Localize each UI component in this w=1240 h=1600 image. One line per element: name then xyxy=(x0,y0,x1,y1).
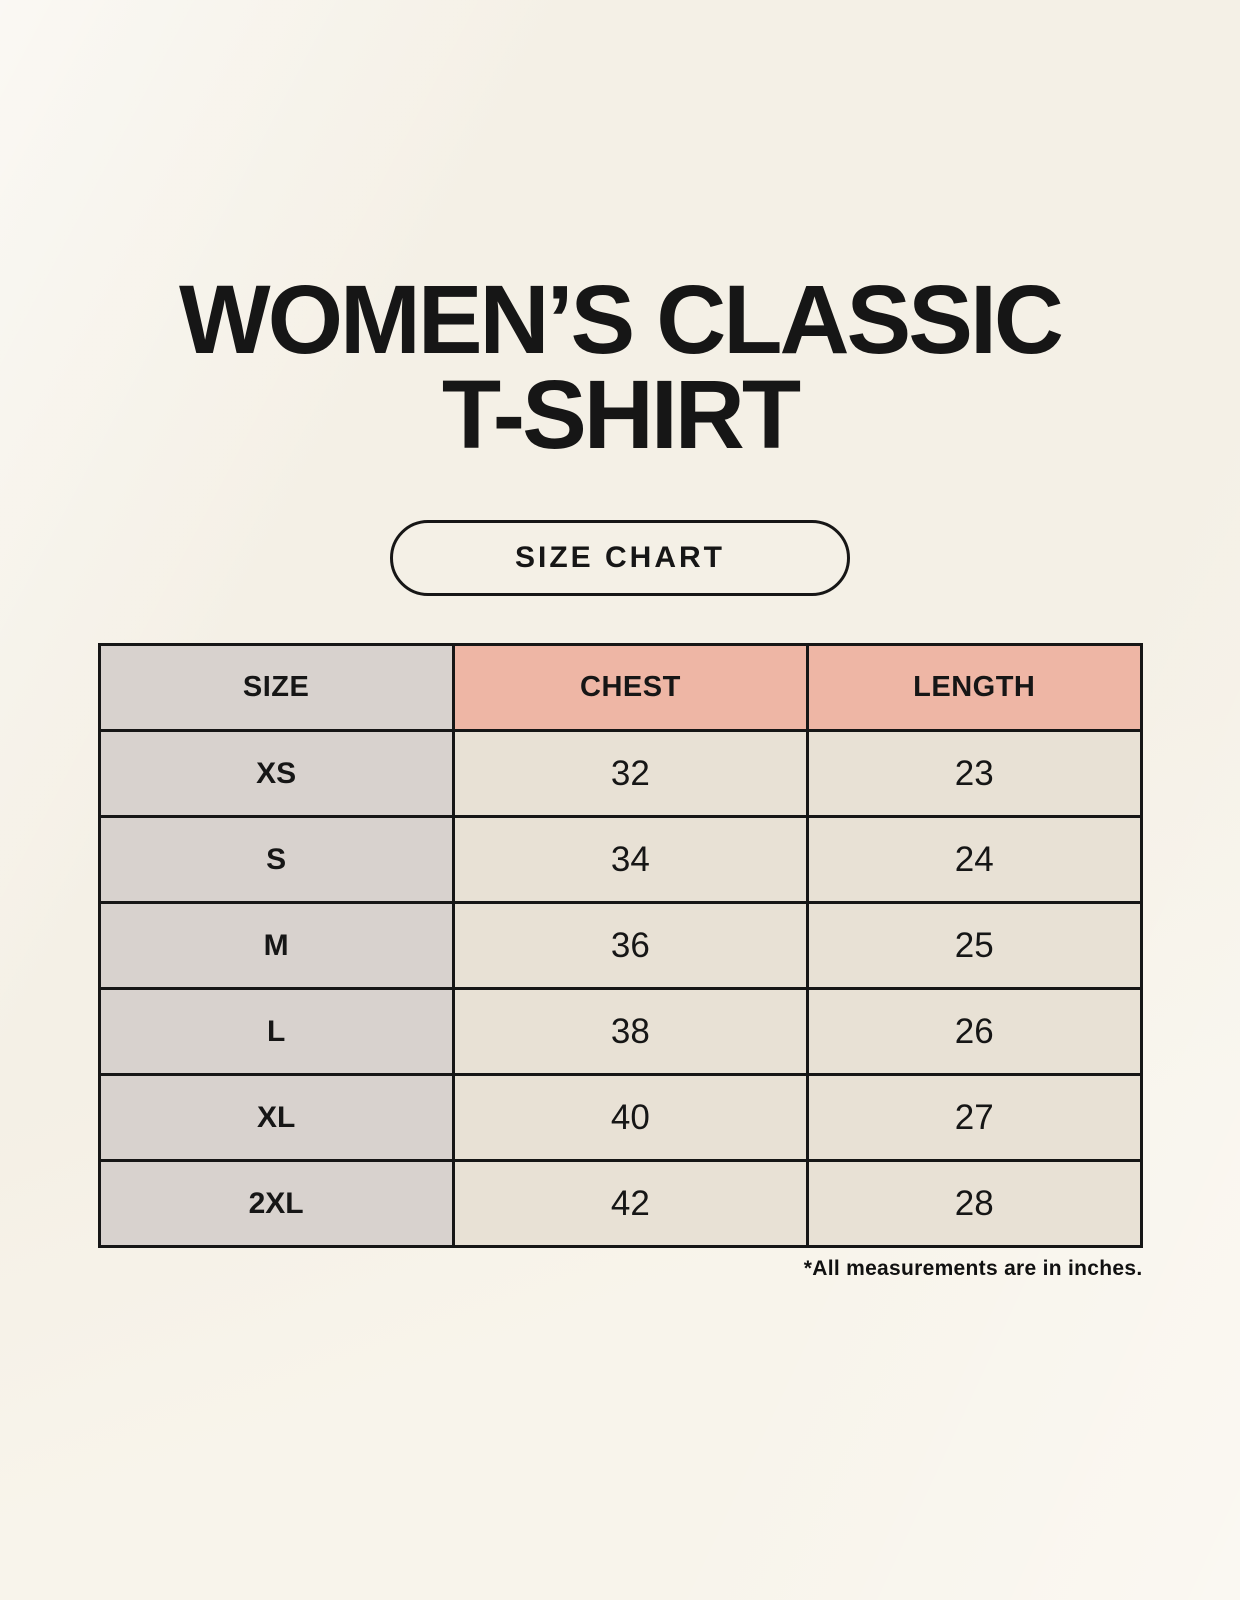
size-label-cell: 2XL xyxy=(97,1159,455,1249)
size-label-cell: L xyxy=(97,987,455,1077)
chest-value-cell: 32 xyxy=(451,729,810,819)
size-chart-table: SIZE CHEST LENGTH XS 32 23 S 34 24 M 36 … xyxy=(97,643,1143,1249)
header-cell-length: LENGTH xyxy=(806,643,1143,733)
chest-value-cell: 42 xyxy=(451,1159,810,1249)
page-title-line2: T-SHIRT xyxy=(441,360,801,470)
length-value-cell: 24 xyxy=(806,815,1143,905)
chest-value-cell: 38 xyxy=(451,987,810,1077)
table-row: S 34 24 xyxy=(97,815,1143,905)
table-row: XL 40 27 xyxy=(97,1073,1143,1163)
size-chart-button-row: SIZE CHART xyxy=(0,520,1240,597)
table-header-row: SIZE CHEST LENGTH xyxy=(97,643,1143,733)
chest-value-cell: 36 xyxy=(451,901,810,991)
length-value-cell: 28 xyxy=(806,1159,1143,1249)
table-row: 2XL 42 28 xyxy=(97,1159,1143,1249)
size-label-cell: XS xyxy=(97,729,455,819)
table-row: XS 32 23 xyxy=(97,729,1143,819)
chest-value-cell: 34 xyxy=(451,815,810,905)
table-row: M 36 25 xyxy=(97,901,1143,991)
page-title-line1: WOMEN’S CLASSIC xyxy=(179,265,1064,374)
table-row: L 38 26 xyxy=(97,987,1143,1077)
length-value-cell: 27 xyxy=(806,1073,1143,1163)
size-chart-button[interactable]: SIZE CHART xyxy=(390,520,850,597)
length-value-cell: 25 xyxy=(806,901,1143,991)
size-label-cell: M xyxy=(97,901,455,991)
header-cell-size: SIZE xyxy=(97,643,455,733)
size-label-cell: S xyxy=(97,815,455,905)
length-value-cell: 23 xyxy=(806,729,1143,819)
size-label-cell: XL xyxy=(97,1073,455,1163)
page-title: WOMEN’S CLASSIC T-SHIRT xyxy=(0,0,1240,470)
header-cell-chest: CHEST xyxy=(451,643,810,733)
length-value-cell: 26 xyxy=(806,987,1143,1077)
measurements-footnote: *All measurements are in inches. xyxy=(803,1257,1143,1281)
chest-value-cell: 40 xyxy=(451,1073,810,1163)
